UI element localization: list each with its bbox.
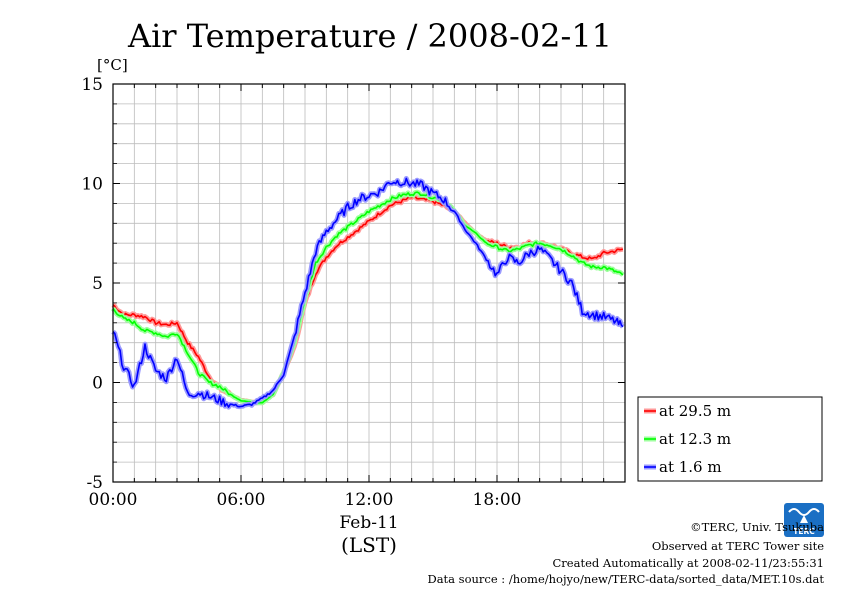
observed-at-text: Observed at TERC Tower site bbox=[651, 539, 824, 553]
y-tick-label: 15 bbox=[81, 75, 103, 95]
copyright-text: ©TERC, Univ. Tsukuba bbox=[690, 520, 824, 534]
series-lines bbox=[111, 176, 625, 410]
logo-text: TERC bbox=[793, 527, 815, 536]
y-tick-label: 5 bbox=[92, 274, 103, 294]
x-axis-date-label: Feb-11 bbox=[339, 513, 398, 533]
legend-label: at 12.3 m bbox=[659, 430, 731, 448]
created-at-text: Created Automatically at 2008-02-11/23:5… bbox=[552, 556, 825, 570]
y-tick-label: 10 bbox=[81, 175, 103, 195]
x-tick-label: 12:00 bbox=[345, 490, 394, 510]
legend-box bbox=[637, 396, 823, 482]
axis-ticks: -5 0 5 10 15 00:00 06:00 12:00 18:00 bbox=[81, 75, 626, 510]
series-line bbox=[112, 191, 624, 404]
y-axis-label: [°C] bbox=[97, 56, 128, 74]
series-line bbox=[112, 177, 624, 408]
series-halo bbox=[111, 193, 624, 406]
y-tick-label: -5 bbox=[86, 473, 103, 493]
terc-logo: TERC bbox=[784, 503, 824, 537]
grid-lines bbox=[113, 84, 625, 482]
x-tick-label: 06:00 bbox=[217, 490, 266, 510]
x-tick-label: 00:00 bbox=[89, 490, 138, 510]
chart-title: Air Temperature / 2008-02-11 bbox=[127, 17, 612, 55]
legend-label: at 29.5 m bbox=[659, 402, 731, 420]
x-tick-label: 18:00 bbox=[473, 490, 522, 510]
series-line bbox=[112, 195, 624, 404]
data-source-text: Data source : /home/hojyo/new/TERC-data/… bbox=[427, 572, 824, 586]
x-axis-unit-label: (LST) bbox=[341, 533, 397, 557]
legend-label: at 1.6 m bbox=[659, 458, 722, 476]
y-tick-label: 0 bbox=[92, 374, 103, 394]
legend: at 29.5 m at 12.3 m at 1.6 m bbox=[637, 396, 823, 482]
